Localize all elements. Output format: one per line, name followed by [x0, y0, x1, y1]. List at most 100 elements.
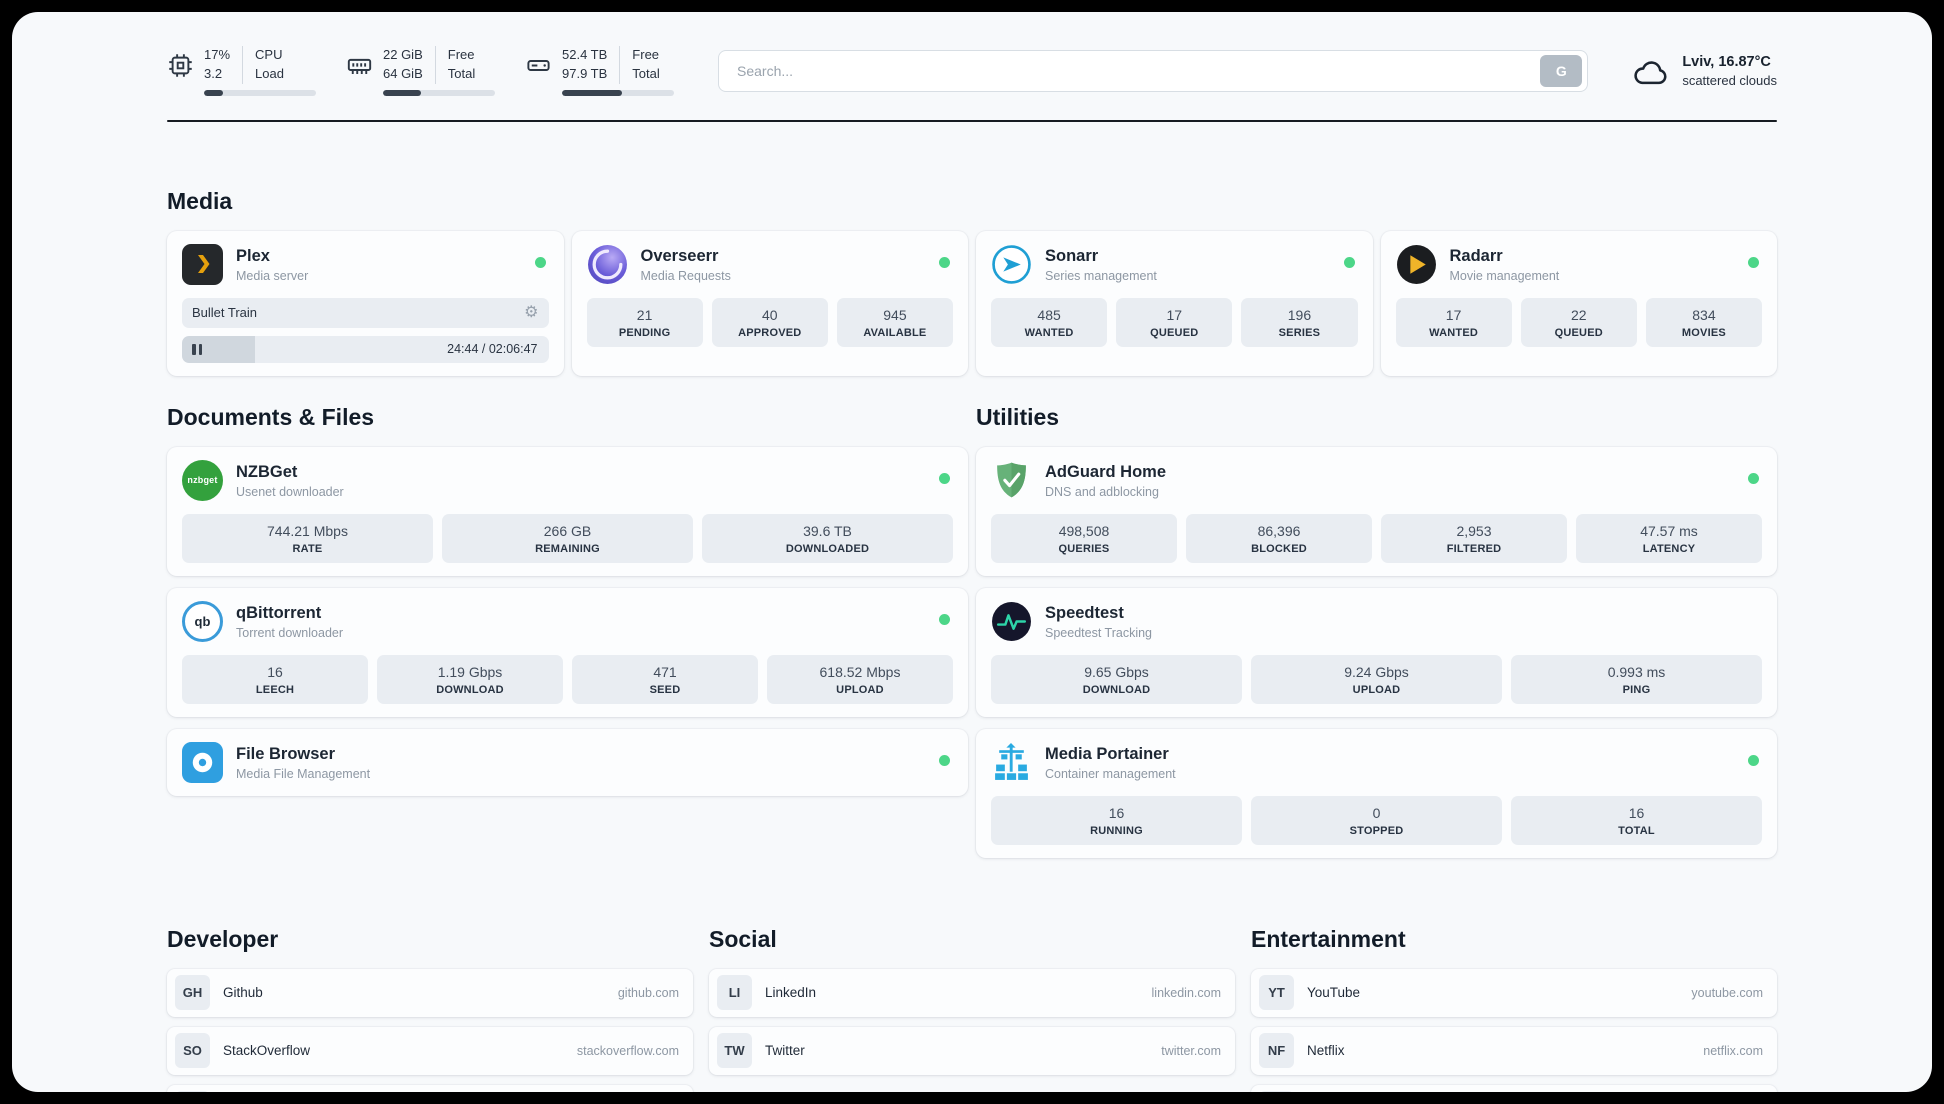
adguard-card[interactable]: AdGuard Home DNS and adblocking 498,508 …	[976, 446, 1777, 576]
status-dot	[939, 754, 950, 766]
stat-box: 16 RUNNING	[991, 795, 1242, 845]
stat-value: 1.19 Gbps	[437, 663, 503, 680]
stat-label: QUEUED	[1150, 326, 1199, 339]
media-section-title: Media	[167, 187, 233, 214]
stat-label: FILTERED	[1446, 542, 1502, 555]
stat-value: 17	[1445, 306, 1462, 323]
stat-label: BLOCKED	[1251, 542, 1307, 555]
header-divider	[167, 119, 1777, 122]
bookmark-dev[interactable]: DT DEV dev.to	[167, 1084, 693, 1092]
app-name: Plex	[236, 246, 270, 265]
now-playing-title: Bullet Train	[192, 305, 258, 321]
stat-box: 86,396 BLOCKED	[1186, 513, 1372, 563]
app-subtitle: Series management	[1045, 268, 1157, 283]
bookmark-twitter[interactable]: TW Twitter twitter.com	[709, 1026, 1235, 1075]
app-subtitle: Usenet downloader	[236, 484, 344, 499]
gear-icon[interactable]: ⚙	[524, 303, 539, 321]
disk-sub-value: 97.9 TB	[562, 65, 608, 81]
stat-value: 9.24 Gbps	[1344, 663, 1409, 680]
plex-card[interactable]: Plex Media server Bullet Train ⚙ 24:44 /…	[167, 230, 564, 376]
bookmark-name: Netflix	[1307, 1043, 1345, 1059]
bookmark-netflix[interactable]: NF Netflix netflix.com	[1251, 1026, 1777, 1075]
stat-box: 21 PENDING	[586, 297, 703, 347]
qbittorrent-card[interactable]: qb qBittorrent Torrent downloader 16 LEE…	[167, 587, 968, 717]
stat-box: 2,953 FILTERED	[1381, 513, 1567, 563]
bookmark-name: Github	[223, 985, 263, 1001]
bookmark-youtube[interactable]: YT YouTube youtube.com	[1251, 968, 1777, 1017]
app-subtitle: Media Requests	[640, 268, 731, 283]
stat-box: 485 WANTED	[991, 297, 1108, 347]
pause-icon[interactable]	[192, 343, 202, 355]
stat-value: 266 GB	[543, 522, 592, 539]
app-name: qBittorrent	[236, 603, 322, 622]
ram-sub-value: 64 GiB	[383, 65, 423, 81]
speedtest-card[interactable]: Speedtest Speedtest Tracking 9.65 Gbps D…	[976, 587, 1777, 717]
cpu-progress-fill	[204, 89, 224, 96]
weather-condition: scattered clouds	[1682, 72, 1777, 88]
twitter-icon: TW	[717, 1033, 752, 1069]
bookmark-github[interactable]: GH Github github.com	[167, 968, 693, 1017]
stat-label: QUERIES	[1058, 542, 1110, 555]
radarr-card[interactable]: Radarr Movie management 17 WANTED 22 QUE…	[1380, 230, 1777, 376]
nzbget-card[interactable]: nzbget NZBGet Usenet downloader 744.21 M…	[167, 446, 968, 576]
plex-icon	[182, 243, 223, 285]
cpu-progress-bar	[204, 89, 316, 96]
bookmark-stackoverflow[interactable]: SO StackOverflow stackoverflow.com	[167, 1026, 693, 1075]
entertainment-section-title: Entertainment	[1251, 925, 1406, 952]
sonarr-card[interactable]: Sonarr Series management 485 WANTED 17 Q…	[976, 230, 1373, 376]
stat-box: 17 QUEUED	[1116, 297, 1233, 347]
filebrowser-card[interactable]: File Browser Media File Management	[167, 728, 968, 796]
netflix-icon: NF	[1259, 1033, 1294, 1069]
stat-label: RUNNING	[1090, 824, 1143, 837]
portainer-card[interactable]: Media Portainer Container management 16 …	[976, 728, 1777, 858]
developer-bookmarks: Developer GH Github github.com SO StackO…	[167, 926, 693, 1092]
stat-box: 834 MOVIES	[1645, 297, 1763, 347]
bookmark-linkedin[interactable]: LI LinkedIn linkedin.com	[709, 968, 1235, 1017]
bookmark-url: netflix.com	[1703, 1043, 1763, 1058]
overseerr-icon	[587, 244, 628, 285]
stat-value: 21	[636, 306, 653, 323]
app-name: NZBGet	[236, 462, 298, 481]
bookmark-url: github.com	[617, 985, 679, 1000]
dashboard-page: 17% 3.2 CPU Load	[12, 12, 1932, 1092]
stat-label: MOVIES	[1681, 326, 1726, 339]
stat-box: 618.52 Mbps UPLOAD	[767, 654, 953, 704]
search-input[interactable]	[735, 61, 1541, 80]
overseerr-card[interactable]: Overseerr Media Requests 21 PENDING 40 A…	[571, 230, 968, 376]
reddit-icon: RE	[1259, 1091, 1294, 1092]
search-go-button[interactable]: G	[1540, 54, 1583, 87]
weather-location: Lviv, 16.87°C	[1682, 53, 1771, 70]
stat-box: 16 TOTAL	[1511, 795, 1762, 845]
stat-value: 471	[653, 663, 677, 680]
cpu-icon	[169, 54, 192, 77]
disk-progress-bar	[562, 89, 674, 96]
stat-value: 16	[1108, 804, 1125, 821]
status-dot	[1748, 754, 1759, 766]
stat-label: RATE	[292, 542, 323, 555]
stat-value: 744.21 Mbps	[267, 522, 348, 539]
status-dot	[1748, 256, 1759, 268]
stat-label: STOPPED	[1349, 824, 1404, 837]
speedtest-icon	[991, 601, 1032, 642]
app-subtitle: Media File Management	[236, 766, 371, 781]
stat-box: 39.6 TB DOWNLOADED	[702, 513, 953, 563]
cpu-label: CPU	[255, 47, 283, 62]
bookmark-url: stackoverflow.com	[576, 1043, 679, 1058]
playback-time: 24:44 / 02:06:47	[447, 342, 538, 357]
bookmark-reddit[interactable]: RE Reddit reddit.com	[1251, 1084, 1777, 1092]
stat-label: UPLOAD	[836, 683, 884, 696]
ram-value: 22 GiB	[383, 47, 423, 62]
stat-value: 16	[1628, 804, 1645, 821]
app-name: Overseerr	[640, 246, 719, 265]
stat-value: 498,508	[1058, 522, 1110, 539]
ram-label-2: Total	[447, 65, 476, 81]
app-subtitle: Torrent downloader	[236, 625, 344, 640]
disk-value: 52.4 TB	[562, 47, 608, 62]
stat-value: 196	[1287, 306, 1312, 323]
stat-value: 22	[1570, 306, 1587, 323]
playback-progress-bar[interactable]: 24:44 / 02:06:47	[182, 335, 549, 363]
stat-box: 40 APPROVED	[711, 297, 828, 347]
ram-metric: 22 GiB 64 GiB Free Total	[346, 46, 495, 96]
disk-metric: 52.4 TB 97.9 TB Free Total	[525, 46, 674, 96]
stat-value: 2,953	[1456, 522, 1492, 539]
